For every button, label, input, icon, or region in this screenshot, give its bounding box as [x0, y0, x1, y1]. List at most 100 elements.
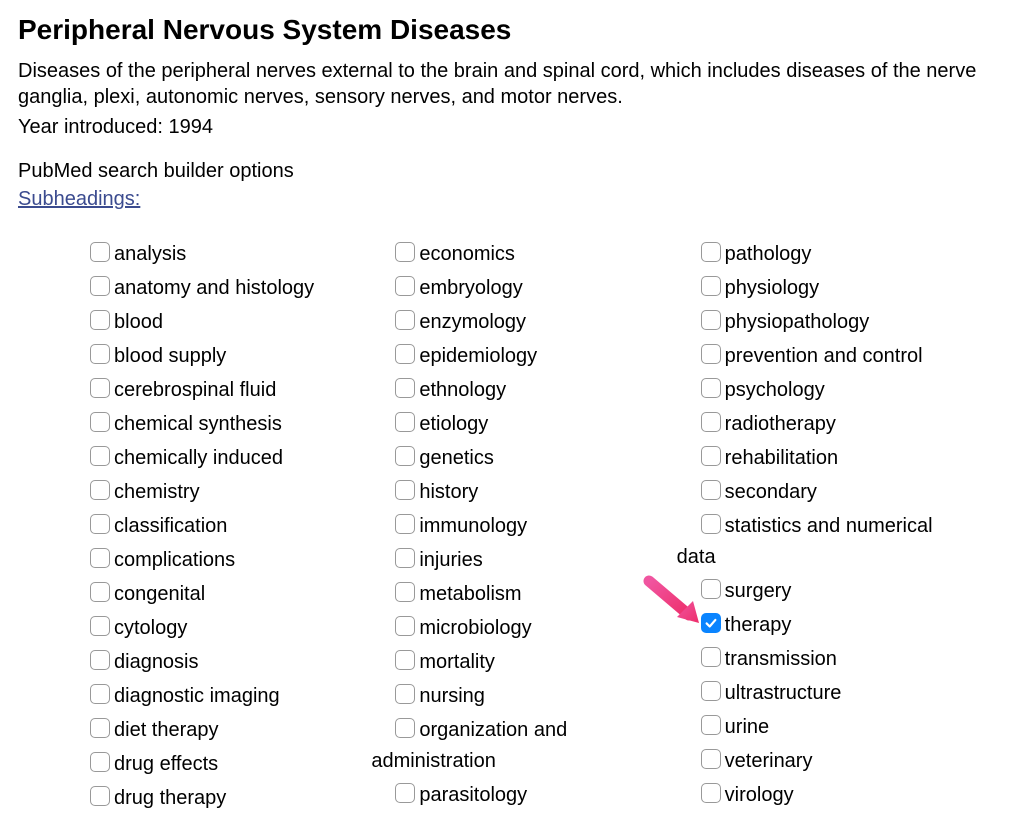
checkbox-organization-and-administration[interactable] [395, 718, 415, 738]
checkbox-label: epidemiology [419, 342, 537, 369]
checkbox-rehabilitation[interactable] [701, 446, 721, 466]
checkbox-blood[interactable] [90, 310, 110, 330]
checkbox-classification[interactable] [90, 514, 110, 534]
checkbox-label: anatomy and histology [114, 274, 314, 301]
checkbox-chemical-synthesis[interactable] [90, 412, 110, 432]
checkbox-physiology[interactable] [701, 276, 721, 296]
checkbox-label: surgery [725, 577, 792, 604]
checkbox-surgery[interactable] [701, 579, 721, 599]
checkbox-label: microbiology [419, 614, 531, 641]
checkbox-label: chemistry [114, 478, 200, 505]
checkbox-chemically-induced[interactable] [90, 446, 110, 466]
checkbox-item: pathology [701, 240, 1006, 267]
checkbox-secondary[interactable] [701, 480, 721, 500]
checkbox-veterinary[interactable] [701, 749, 721, 769]
checkbox-label: ultrastructure [725, 679, 842, 706]
checkbox-label: virology [725, 781, 794, 808]
checkbox-congenital[interactable] [90, 582, 110, 602]
checkbox-item: statistics and numericaldata [701, 512, 1006, 570]
checkbox-injuries[interactable] [395, 548, 415, 568]
checkbox-label: therapy [725, 611, 792, 638]
checkbox-metabolism[interactable] [395, 582, 415, 602]
checkbox-item: diet therapy [90, 716, 395, 743]
checkbox-item: classification [90, 512, 395, 539]
checkbox-item: drug effects [90, 750, 395, 777]
checkbox-item: virology [701, 781, 1006, 808]
checkbox-label: history [419, 478, 478, 505]
checkbox-drug-effects[interactable] [90, 752, 110, 772]
checkbox-item: immunology [395, 512, 700, 539]
checkbox-label: radiotherapy [725, 410, 836, 437]
checkbox-item: mortality [395, 648, 700, 675]
checkbox-label: nursing [419, 682, 485, 709]
column-1: analysisanatomy and histologybloodblood … [90, 240, 395, 818]
checkbox-history[interactable] [395, 480, 415, 500]
checkbox-immunology[interactable] [395, 514, 415, 534]
checkbox-label: physiopathology [725, 308, 870, 335]
checkbox-label: psychology [725, 376, 825, 403]
checkbox-label: mortality [419, 648, 495, 675]
checkbox-item: radiotherapy [701, 410, 1006, 437]
checkbox-physiopathology[interactable] [701, 310, 721, 330]
checkbox-diagnostic-imaging[interactable] [90, 684, 110, 704]
checkbox-item: analysis [90, 240, 395, 267]
checkbox-item: metabolism [395, 580, 700, 607]
checkbox-virology[interactable] [701, 783, 721, 803]
checkbox-diet-therapy[interactable] [90, 718, 110, 738]
checkbox-parasitology[interactable] [395, 783, 415, 803]
column-2: economicsembryologyenzymologyepidemiolog… [395, 240, 700, 818]
checkbox-label: congenital [114, 580, 205, 607]
checkbox-nursing[interactable] [395, 684, 415, 704]
page-title: Peripheral Nervous System Diseases [18, 12, 1006, 48]
checkbox-enzymology[interactable] [395, 310, 415, 330]
checkbox-ethnology[interactable] [395, 378, 415, 398]
checkbox-item: genetics [395, 444, 700, 471]
checkbox-label: blood supply [114, 342, 226, 369]
checkbox-cytology[interactable] [90, 616, 110, 636]
checkbox-label: cerebrospinal fluid [114, 376, 276, 403]
year-introduced: Year introduced: 1994 [18, 114, 1006, 140]
checkbox-item: therapy [701, 611, 1006, 638]
checkbox-etiology[interactable] [395, 412, 415, 432]
checkbox-diagnosis[interactable] [90, 650, 110, 670]
checkbox-analysis[interactable] [90, 242, 110, 262]
checkbox-microbiology[interactable] [395, 616, 415, 636]
checkbox-genetics[interactable] [395, 446, 415, 466]
checkbox-transmission[interactable] [701, 647, 721, 667]
checkbox-item: organization andadministration [395, 716, 700, 774]
checkbox-label: cytology [114, 614, 187, 641]
checkbox-item: history [395, 478, 700, 505]
checkbox-therapy[interactable] [701, 613, 721, 633]
checkbox-item: veterinary [701, 747, 1006, 774]
checkbox-item: injuries [395, 546, 700, 573]
checkbox-label: metabolism [419, 580, 521, 607]
checkbox-economics[interactable] [395, 242, 415, 262]
checkbox-label-wrap: administration [371, 747, 676, 774]
checkbox-mortality[interactable] [395, 650, 415, 670]
checkbox-pathology[interactable] [701, 242, 721, 262]
checkbox-embryology[interactable] [395, 276, 415, 296]
checkbox-anatomy-and-histology[interactable] [90, 276, 110, 296]
checkbox-psychology[interactable] [701, 378, 721, 398]
checkbox-urine[interactable] [701, 715, 721, 735]
checkbox-statistics-and-numerical-data[interactable] [701, 514, 721, 534]
checkbox-ultrastructure[interactable] [701, 681, 721, 701]
checkbox-item: epidemiology [395, 342, 700, 369]
checkbox-cerebrospinal-fluid[interactable] [90, 378, 110, 398]
checkbox-epidemiology[interactable] [395, 344, 415, 364]
checkbox-item: surgery [701, 577, 1006, 604]
checkbox-label: parasitology [419, 781, 527, 808]
checkbox-chemistry[interactable] [90, 480, 110, 500]
checkbox-label: rehabilitation [725, 444, 838, 471]
checkbox-item: nursing [395, 682, 700, 709]
subheadings-link[interactable]: Subheadings: [18, 186, 140, 212]
checkbox-blood-supply[interactable] [90, 344, 110, 364]
checkbox-label: ethnology [419, 376, 506, 403]
checkbox-item: enzymology [395, 308, 700, 335]
checkbox-item: diagnostic imaging [90, 682, 395, 709]
checkbox-complications[interactable] [90, 548, 110, 568]
checkbox-label: organization and [419, 716, 567, 743]
checkbox-drug-therapy[interactable] [90, 786, 110, 806]
checkbox-prevention-and-control[interactable] [701, 344, 721, 364]
checkbox-radiotherapy[interactable] [701, 412, 721, 432]
